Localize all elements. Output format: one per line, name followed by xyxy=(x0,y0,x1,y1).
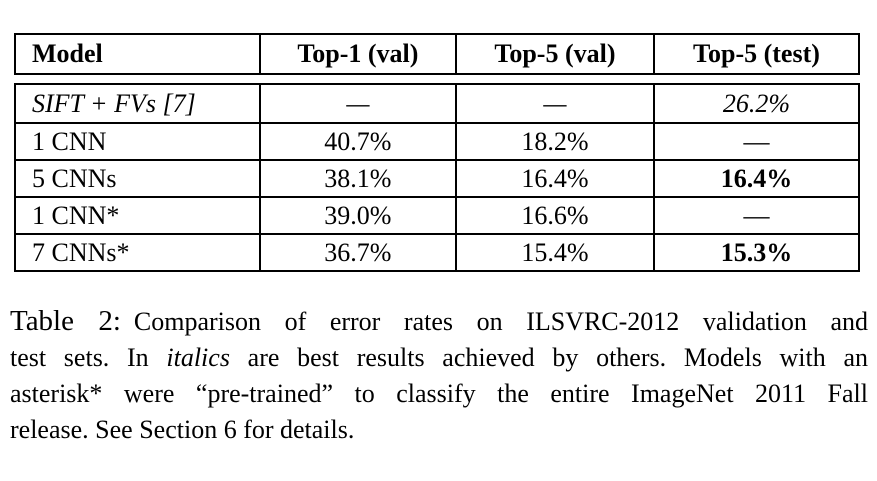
cell-top5-test: 26.2% xyxy=(652,85,858,122)
cell-top5-val: 18.2% xyxy=(454,124,653,159)
table-header: Model Top-1 (val) Top-5 (val) Top-5 (tes… xyxy=(14,33,860,75)
column-header-model: Model xyxy=(32,39,103,68)
caption-text: test sets. In xyxy=(10,343,167,372)
table-header-row: Model Top-1 (val) Top-5 (val) Top-5 (tes… xyxy=(16,35,858,73)
table-row-5-cnns: 5 CNNs 38.1% 16.4% 16.4% xyxy=(16,159,858,196)
table-row-7-cnns-star: 7 CNNs* 36.7% 15.4% 15.3% xyxy=(16,233,858,270)
cell-top5-val: 16.6% xyxy=(454,198,653,233)
cell-top1-val: 36.7% xyxy=(258,235,455,270)
cell-model: 7 CNNs* xyxy=(32,237,130,267)
column-header-top5-val: Top-5 (val) xyxy=(454,35,653,73)
caption-italic-word: italics xyxy=(166,343,230,372)
table-caption: Table 2: Comparison of error rates on ILS… xyxy=(10,303,868,448)
column-header-top1-val: Top-1 (val) xyxy=(258,35,455,73)
table-body: SIFT + FVs [7] — — 26.2% 1 CNN 40.7% 18.… xyxy=(14,83,860,272)
cell-top1-val: — xyxy=(258,85,455,122)
caption-line-2: test sets. In italics are best results a… xyxy=(10,340,868,376)
cell-top5-val: 16.4% xyxy=(454,161,653,196)
table-row-1-cnn: 1 CNN 40.7% 18.2% — xyxy=(16,122,858,159)
cell-top1-val: 38.1% xyxy=(258,161,455,196)
table-row-1-cnn-star: 1 CNN* 39.0% 16.6% — xyxy=(16,196,858,233)
cell-top5-val: 15.4% xyxy=(454,235,653,270)
cell-model: 1 CNN xyxy=(32,126,107,156)
cell-top5-test: — xyxy=(652,198,858,233)
cell-model: 5 CNNs xyxy=(32,163,117,193)
caption-text: Comparison of error rates on ILSVRC-2012… xyxy=(133,307,868,336)
cell-model: SIFT + FVs [7] xyxy=(32,88,196,118)
cell-top5-test: — xyxy=(652,124,858,159)
cell-top5-val: — xyxy=(454,85,653,122)
cell-model: 1 CNN* xyxy=(32,200,120,230)
cell-top5-test: 16.4% xyxy=(652,161,858,196)
cell-top1-val: 40.7% xyxy=(258,124,455,159)
caption-line-3: asterisk* were “pre-trained” to classify… xyxy=(10,379,868,408)
caption-text: are best results achieved by others. Mod… xyxy=(229,343,868,372)
cell-top5-test: 15.3% xyxy=(652,235,858,270)
caption-line-4: release. See Section 6 for details. xyxy=(10,415,355,444)
cell-top1-val: 39.0% xyxy=(258,198,455,233)
results-table: Model Top-1 (val) Top-5 (val) Top-5 (tes… xyxy=(14,33,860,272)
column-header-top5-test: Top-5 (test) xyxy=(652,35,858,73)
caption-line-1: Table 2: Comparison of error rates on ILS… xyxy=(10,303,868,340)
table-row-sift-fvs: SIFT + FVs [7] — — 26.2% xyxy=(16,85,858,122)
caption-label: Table 2: xyxy=(10,305,121,337)
